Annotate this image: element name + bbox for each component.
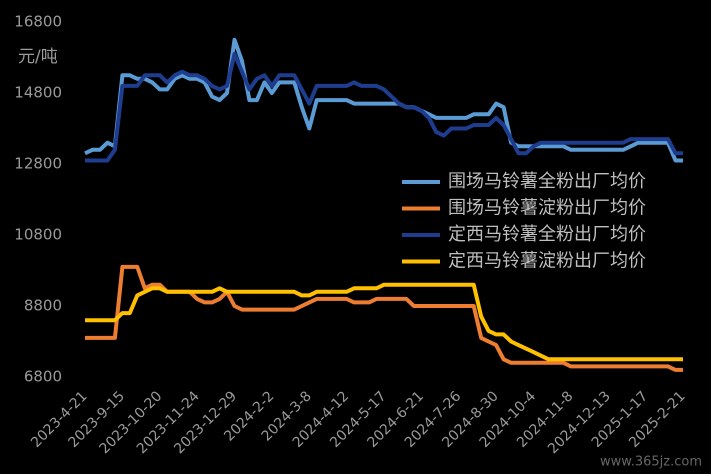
watermark: www.365jz.com: [600, 455, 702, 470]
series-line: [85, 282, 683, 362]
legend-label: 围场马铃薯全粉出厂均价: [448, 171, 646, 192]
series-line: [84, 37, 683, 163]
y-tick-label: 8800: [24, 297, 62, 315]
legend-label: 定西马铃薯淀粉出厂均价: [448, 251, 646, 272]
y-axis-label: 元/吨: [18, 47, 58, 67]
y-tick-label: 14800: [14, 84, 62, 102]
y-tick-label: 6800: [24, 368, 62, 386]
legend-label: 定西马铃薯全粉出厂均价: [448, 224, 646, 245]
legend-label: 围场马铃薯淀粉出厂均价: [448, 198, 646, 219]
y-tick-label: 10800: [14, 226, 62, 244]
series-line: [85, 51, 683, 163]
y-tick-label: 12800: [14, 155, 62, 173]
y-tick-label: 16800: [14, 13, 62, 31]
